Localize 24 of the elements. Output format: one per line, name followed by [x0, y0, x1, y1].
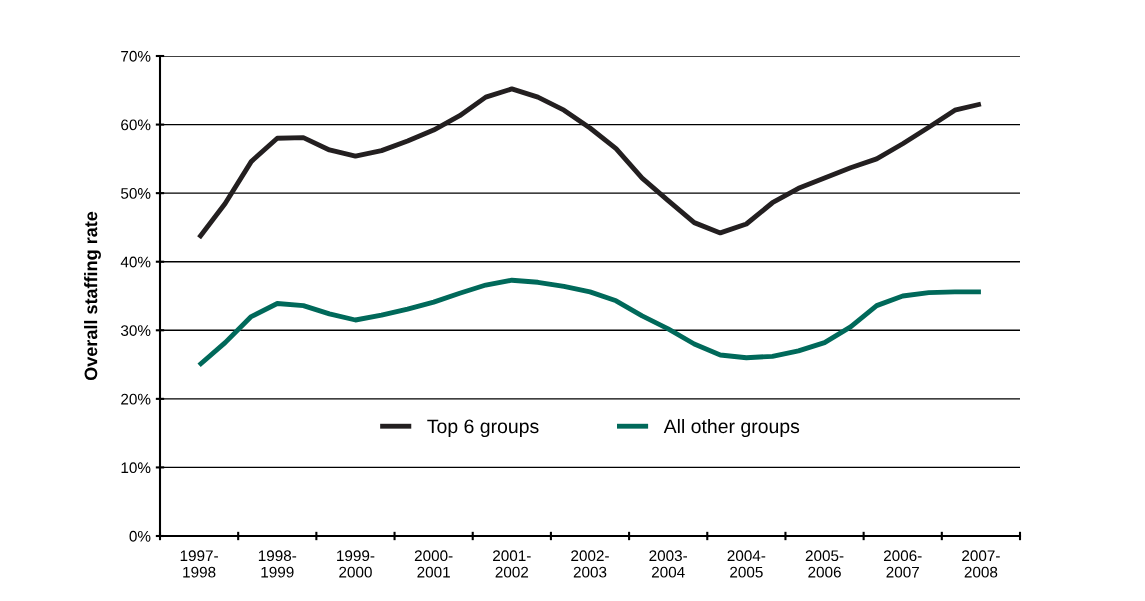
- y-tick-label: 40%: [120, 256, 151, 268]
- x-tick-label: 2000- 2001: [414, 550, 453, 578]
- y-tick-label: 30%: [120, 325, 151, 336]
- legend-label: Top 6 groups: [427, 419, 539, 438]
- x-tick-label: 1997- 1998: [180, 550, 218, 578]
- line-series: [196, 86, 984, 241]
- x-tick-label: 2001- 2002: [493, 550, 531, 578]
- x-tick-label: 2007- 2008: [962, 550, 1000, 578]
- x-tick-label: 1999- 2000: [337, 550, 375, 578]
- y-tick-label: 0%: [129, 530, 151, 542]
- x-tick-label: 2002- 2003: [571, 550, 609, 578]
- y-tick-label: 10%: [121, 462, 151, 474]
- x-tick-label: 2006- 2007: [883, 550, 922, 578]
- y-axis-title: Overall staffing rate: [84, 211, 101, 381]
- line-series: [196, 277, 984, 368]
- x-tick-label: 2005- 2006: [805, 550, 844, 578]
- y-tick-label: 20%: [121, 393, 151, 405]
- y-tick-label: 50%: [121, 188, 151, 199]
- x-tick-label: 1998- 1999: [258, 550, 297, 578]
- x-tick-label: 2003- 2004: [649, 550, 688, 578]
- y-tick-label: 70%: [121, 50, 151, 62]
- legend-label: All other groups: [663, 418, 800, 438]
- y-tick-label: 60%: [121, 119, 151, 131]
- x-tick-label: 2004- 2005: [727, 550, 766, 578]
